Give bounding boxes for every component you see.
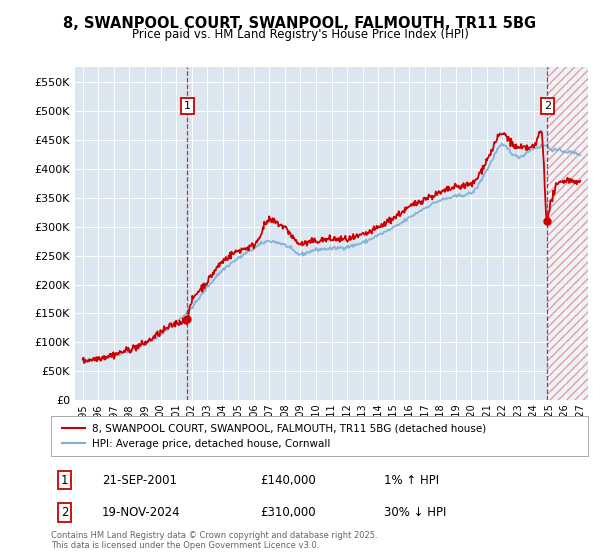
Text: 2: 2 — [544, 101, 551, 111]
Text: Price paid vs. HM Land Registry's House Price Index (HPI): Price paid vs. HM Land Registry's House … — [131, 28, 469, 41]
Text: Contains HM Land Registry data © Crown copyright and database right 2025.
This d: Contains HM Land Registry data © Crown c… — [51, 531, 377, 550]
Text: 1: 1 — [184, 101, 191, 111]
Bar — [547, 67, 588, 400]
Legend: 8, SWANPOOL COURT, SWANPOOL, FALMOUTH, TR11 5BG (detached house), HPI: Average p: 8, SWANPOOL COURT, SWANPOOL, FALMOUTH, T… — [56, 418, 492, 455]
Text: 19-NOV-2024: 19-NOV-2024 — [102, 506, 181, 519]
Text: 21-SEP-2001: 21-SEP-2001 — [102, 474, 177, 487]
Text: 1% ↑ HPI: 1% ↑ HPI — [384, 474, 439, 487]
Text: £140,000: £140,000 — [260, 474, 316, 487]
Bar — [547, 67, 588, 400]
Text: 30% ↓ HPI: 30% ↓ HPI — [384, 506, 446, 519]
Text: 1: 1 — [61, 474, 68, 487]
Text: £310,000: £310,000 — [260, 506, 316, 519]
Text: 2: 2 — [61, 506, 68, 519]
Text: 8, SWANPOOL COURT, SWANPOOL, FALMOUTH, TR11 5BG: 8, SWANPOOL COURT, SWANPOOL, FALMOUTH, T… — [64, 16, 536, 31]
